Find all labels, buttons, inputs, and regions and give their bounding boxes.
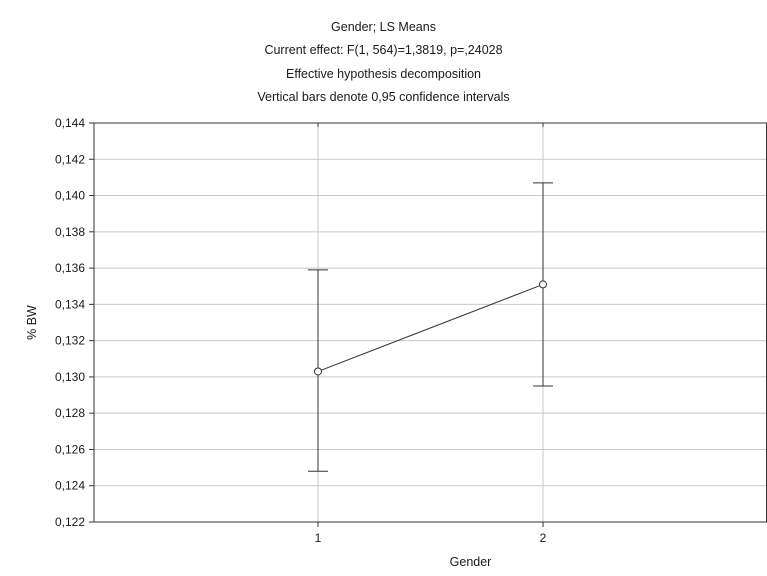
y-tick-label: 0,144 (55, 116, 85, 130)
y-tick-label: 0,140 (55, 189, 85, 203)
y-tick-label: 0,132 (55, 334, 85, 348)
y-tick-label: 0,134 (55, 297, 85, 311)
y-tick-label: 0,126 (55, 442, 85, 456)
x-tick-label: 2 (540, 531, 547, 545)
chart-effect-line: Current effect: F(1, 564)=1,3819, p=,240… (264, 43, 503, 57)
y-tick-label: 0,124 (55, 479, 85, 493)
y-tick-label: 0,136 (55, 261, 85, 275)
data-point (539, 280, 547, 289)
chart-decomposition-line: Effective hypothesis decomposition (285, 67, 482, 81)
x-axis-label: Gender (450, 555, 492, 569)
y-tick-label: 0,138 (55, 225, 85, 239)
y-tick-label: 0,130 (55, 370, 85, 384)
x-tick-label: 1 (315, 531, 322, 545)
data-point (314, 367, 322, 376)
y-tick-label: 0,128 (55, 406, 85, 420)
y-axis-label: % BW (25, 305, 39, 340)
plot-frame (93, 122, 767, 523)
chart-ci-note: Vertical bars denote 0,95 confidence int… (257, 90, 510, 104)
series-line (317, 283, 544, 372)
y-tick-label: 0,142 (55, 152, 85, 166)
chart-title: Gender; LS Means (331, 20, 436, 34)
y-tick-label: 0,122 (55, 515, 85, 529)
